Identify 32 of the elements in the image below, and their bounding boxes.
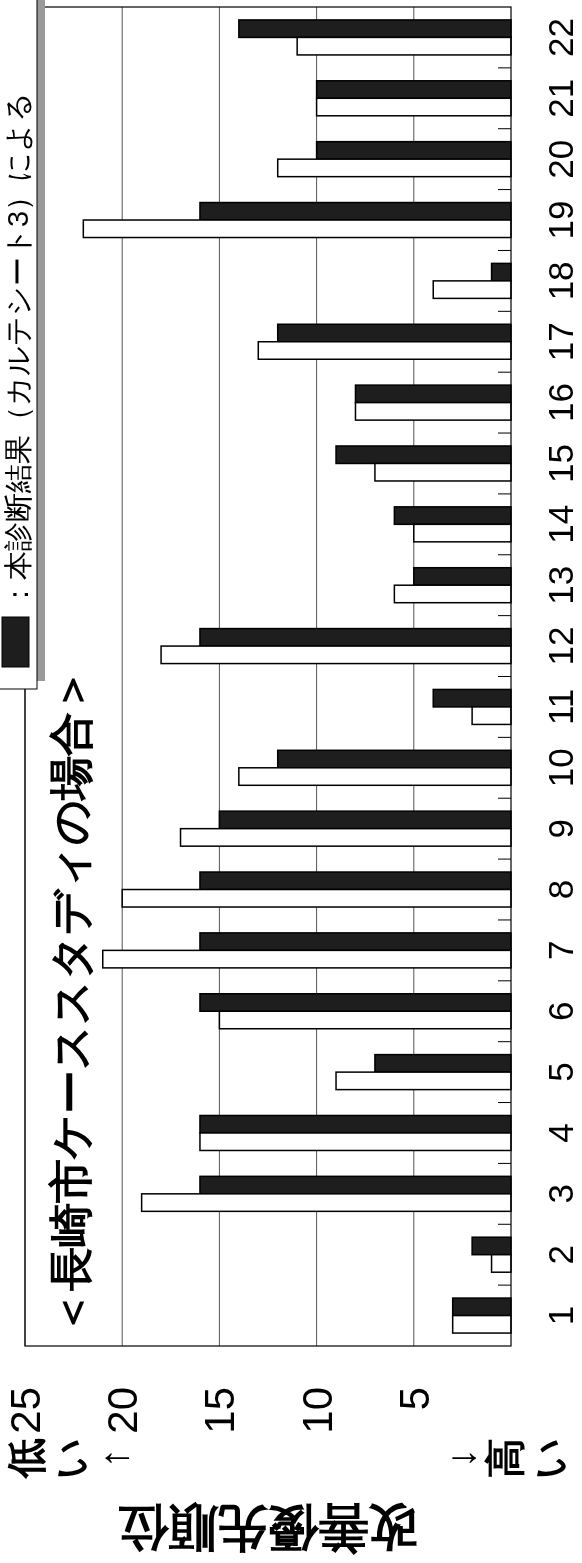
y-tick-label: 3 (541, 1184, 580, 1204)
text: ＜長崎市ケーススタディの場合＞ (46, 668, 95, 1335)
y-tick-label: 11 (541, 688, 580, 726)
y-tick-label: 12 (541, 626, 580, 666)
y-tick-label: 15 (541, 444, 580, 483)
y-tick-label: 5 (541, 1062, 580, 1082)
y-tick-label: 4 (541, 1123, 580, 1143)
x-tick-label: 10 (293, 1387, 341, 1434)
text: 低い↑ (4, 1437, 136, 1480)
y-tick-label: 17 (541, 322, 580, 362)
y-tick-label: 6 (541, 1001, 580, 1021)
y-tick-label: 2 (541, 1244, 580, 1265)
y-tick-label: 8 (541, 879, 580, 900)
y-tick-label: 18 (541, 261, 580, 301)
x-tick-label: 25 (2, 1387, 49, 1434)
y-tick-label: 13 (541, 565, 580, 605)
x-axis-title: 改善優先順位 (118, 1500, 418, 1556)
y-tick-label: 16 (541, 383, 580, 423)
y-tick-label: 10 (541, 748, 580, 788)
text: ↓高い (439, 1437, 571, 1479)
legend: ：本診断結果（カルテシート3）による (0, 0, 45, 690)
y-tick-label: 7 (541, 940, 580, 961)
x-tick-label: 5 (390, 1387, 438, 1411)
y-tick-label: 21 (541, 78, 580, 118)
y-tick-label: 19 (541, 200, 580, 240)
y-tick-label: 14 (541, 504, 580, 544)
x-tick-label: 20 (99, 1387, 147, 1434)
y-tick-label: 22 (541, 17, 580, 57)
x-tick-label: 15 (196, 1387, 244, 1434)
y-tick-label: 1 (541, 1305, 580, 1326)
y-tick-label: 20 (541, 139, 580, 179)
y-tick-label: 9 (541, 818, 580, 839)
